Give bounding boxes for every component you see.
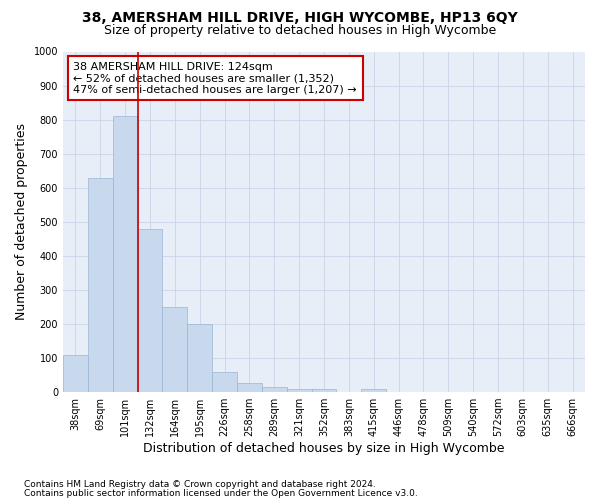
Text: 38 AMERSHAM HILL DRIVE: 124sqm
← 52% of detached houses are smaller (1,352)
47% : 38 AMERSHAM HILL DRIVE: 124sqm ← 52% of … <box>73 62 357 95</box>
Bar <box>237 382 262 392</box>
Bar <box>163 307 187 392</box>
Text: Size of property relative to detached houses in High Wycombe: Size of property relative to detached ho… <box>104 24 496 37</box>
Bar <box>113 116 137 392</box>
Bar <box>361 388 386 392</box>
Bar <box>63 354 88 392</box>
Bar <box>287 388 311 392</box>
Bar <box>88 178 113 392</box>
Bar <box>137 228 163 392</box>
Bar <box>212 372 237 392</box>
Bar <box>262 387 287 392</box>
Bar <box>311 388 337 392</box>
Text: 38, AMERSHAM HILL DRIVE, HIGH WYCOMBE, HP13 6QY: 38, AMERSHAM HILL DRIVE, HIGH WYCOMBE, H… <box>82 11 518 25</box>
Y-axis label: Number of detached properties: Number of detached properties <box>15 124 28 320</box>
X-axis label: Distribution of detached houses by size in High Wycombe: Distribution of detached houses by size … <box>143 442 505 455</box>
Text: Contains HM Land Registry data © Crown copyright and database right 2024.: Contains HM Land Registry data © Crown c… <box>24 480 376 489</box>
Text: Contains public sector information licensed under the Open Government Licence v3: Contains public sector information licen… <box>24 489 418 498</box>
Bar <box>187 324 212 392</box>
